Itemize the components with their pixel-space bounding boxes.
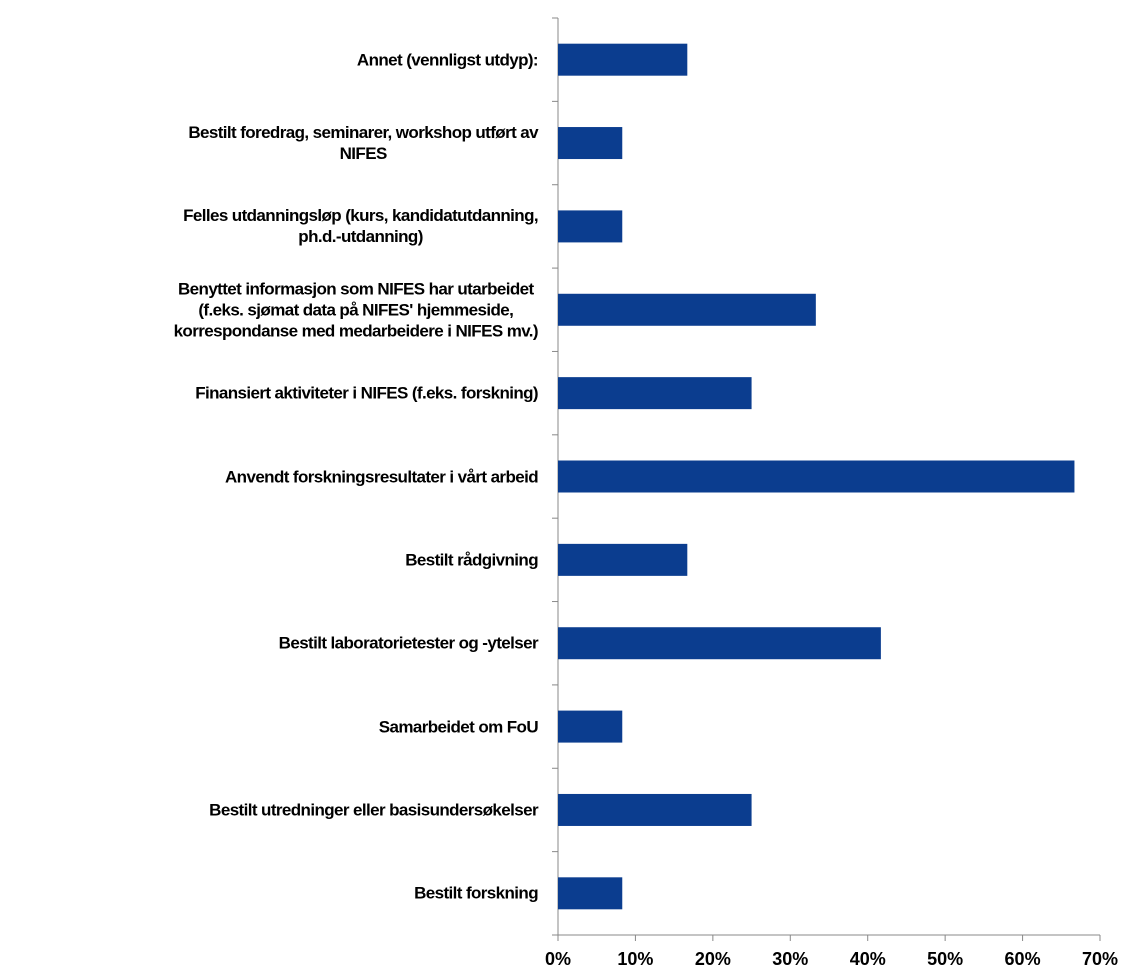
bar (558, 127, 623, 160)
y-tick-label: Bestilt forskning (414, 883, 539, 903)
bar (558, 43, 688, 76)
y-tick-label: Bestilt rådgivning (405, 550, 538, 570)
y-tick-label: Finansiert aktiviteter i NIFES (f.eks. f… (195, 383, 538, 403)
y-tick-label: Bestilt utredninger eller basisundersøke… (209, 800, 538, 820)
x-tick-label: 10% (617, 949, 653, 969)
x-tick-label: 30% (772, 949, 808, 969)
x-tick-label: 0% (545, 949, 571, 969)
bar (558, 377, 752, 410)
bar (558, 793, 752, 826)
x-tick-label: 60% (1005, 949, 1041, 969)
y-tick-label: Benyttet informasjon som NIFES har utarb… (173, 279, 539, 341)
bar (558, 293, 816, 326)
y-tick-label: Samarbeidet om FoU (378, 717, 539, 737)
y-tick-label: Bestilt laboratorietester og -ytelser (278, 633, 539, 653)
x-tick-label: 50% (927, 949, 963, 969)
x-tick-label: 70% (1082, 949, 1118, 969)
y-tick-label: Bestilt foredrag, seminarer, workshop ut… (188, 123, 538, 164)
bar (558, 543, 688, 576)
x-tick-label: 40% (850, 949, 886, 969)
bar (558, 627, 881, 660)
y-tick-label: Anvendt forskningsresultater i vårt arbe… (225, 467, 539, 486)
y-tick-label: Annet (vennligst utdyp): (356, 50, 539, 70)
bar (558, 877, 623, 910)
x-tick-label: 20% (695, 949, 731, 969)
bar (558, 460, 1075, 493)
y-tick-label: Felles utdanningsløp (kurs, kandidatutda… (183, 206, 539, 247)
bar (558, 710, 623, 743)
bar (558, 210, 623, 243)
